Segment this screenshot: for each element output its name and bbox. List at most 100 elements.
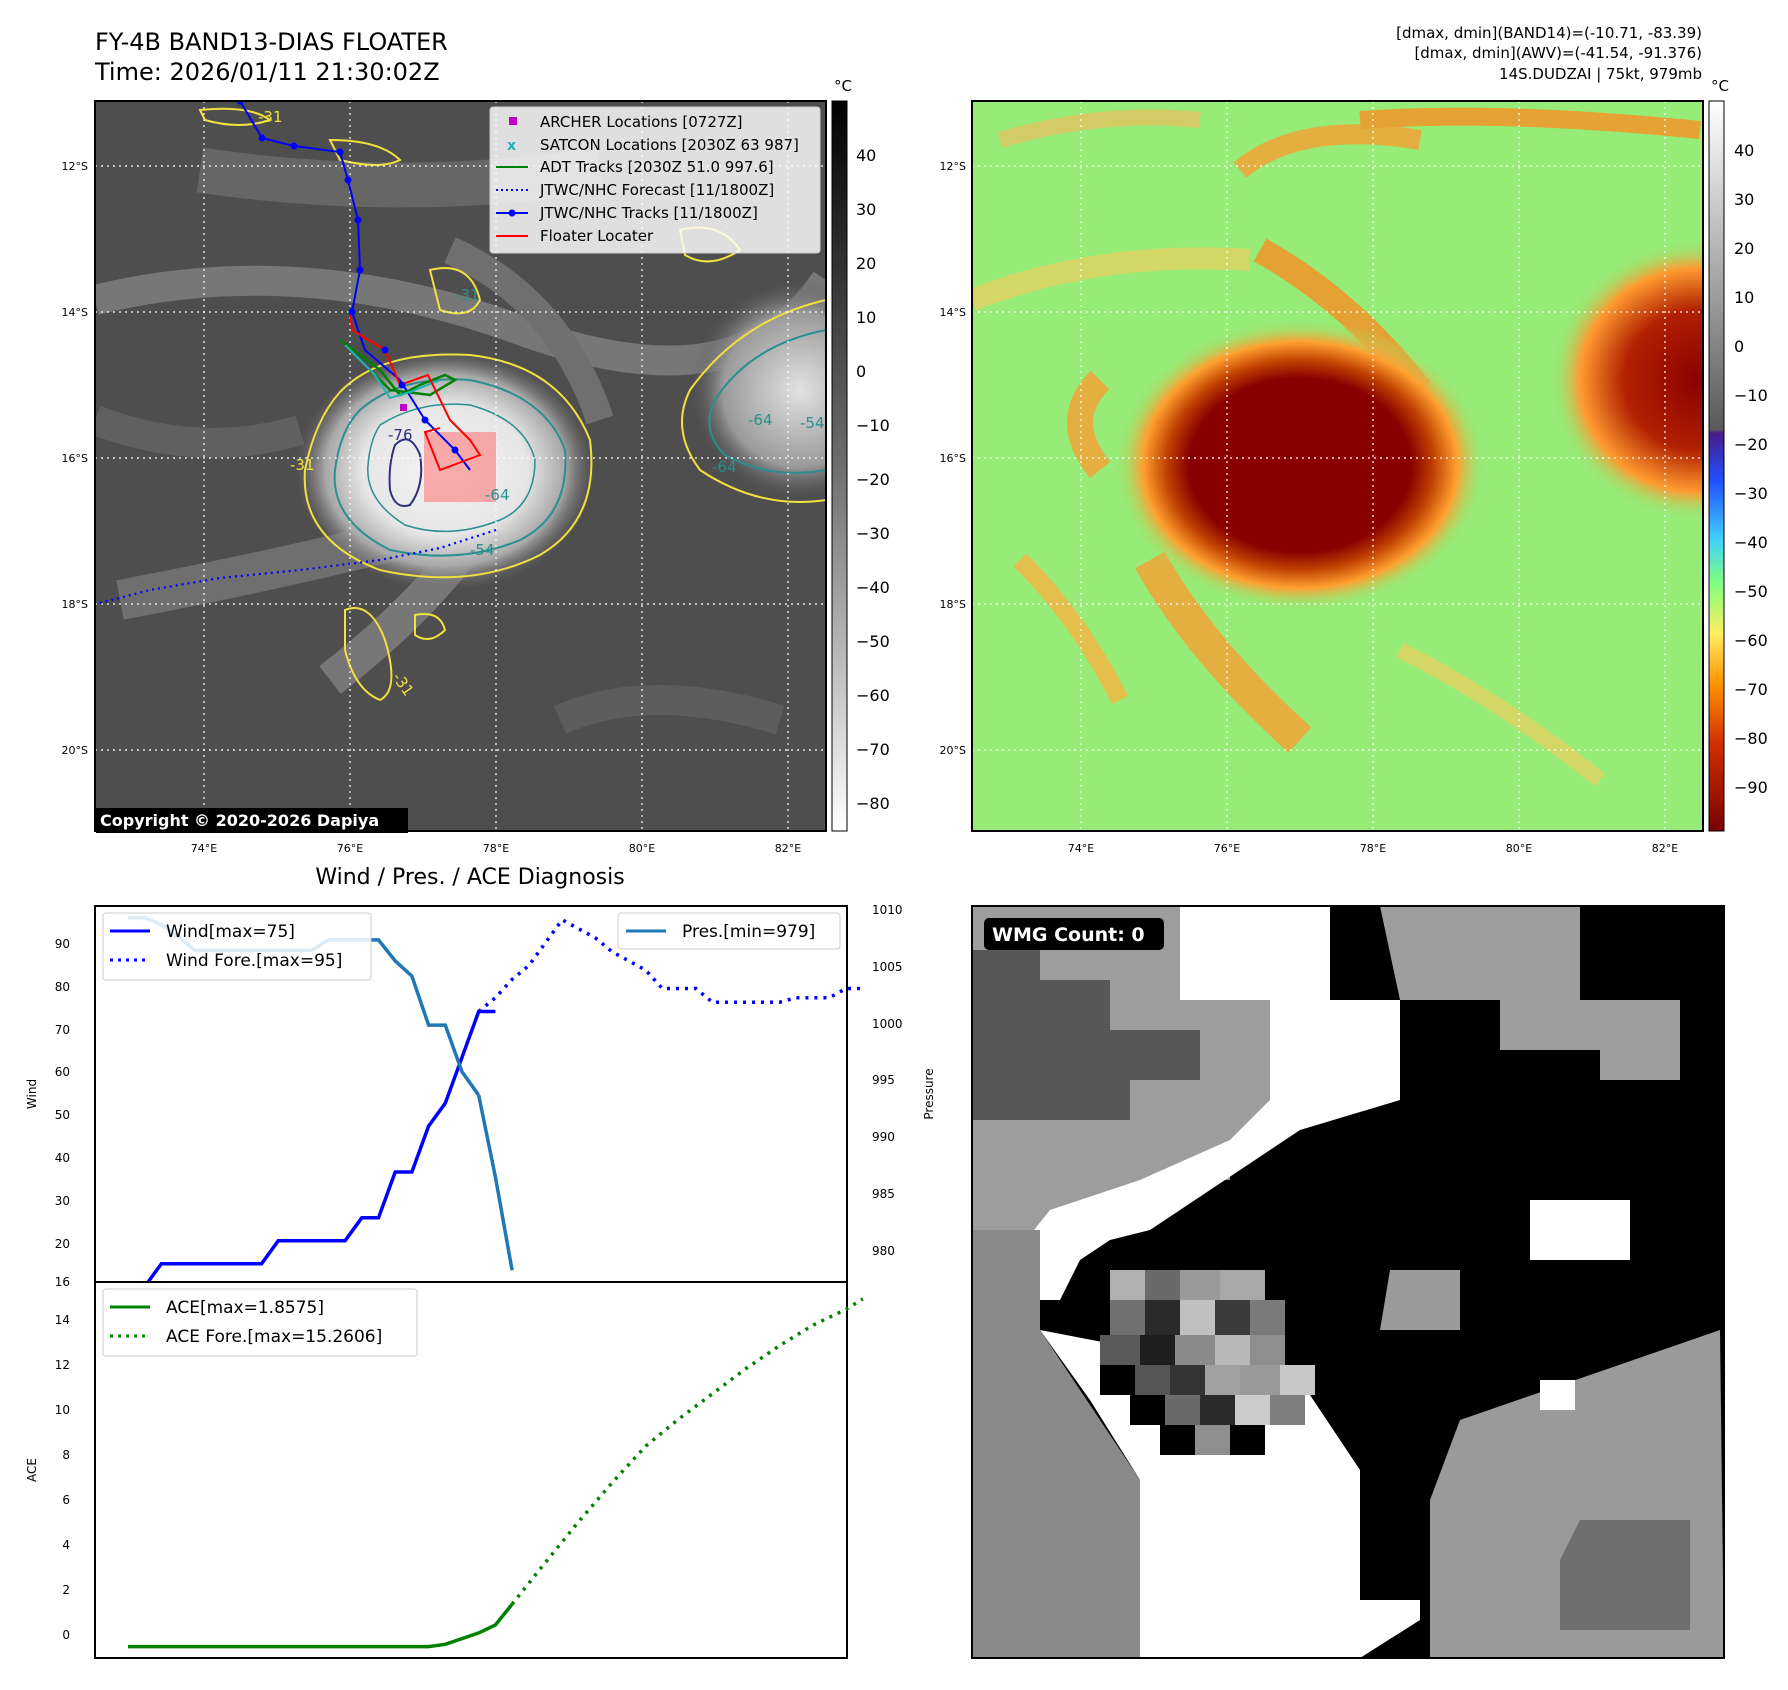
gray-cbar-tick: −80 <box>856 794 890 813</box>
archer-location-marker <box>400 404 407 411</box>
lat-tick: 20°S <box>940 744 966 757</box>
color-cbar-tick: 10 <box>1734 288 1754 307</box>
east-cloud-gray <box>690 280 826 500</box>
wmg-pixel <box>1230 1425 1265 1455</box>
gray-colorbar-unit: °C <box>834 77 852 95</box>
copyright-badge <box>96 808 408 833</box>
wmg-frame <box>971 905 1725 1659</box>
gray-cbar-tick: −20 <box>856 470 890 489</box>
satcon-track-line <box>344 344 441 400</box>
ace-yticks: 0 2 4 6 8 10 12 14 <box>55 1313 70 1642</box>
copyright-text: Copyright © 2020-2026 Dapiya <box>100 811 379 830</box>
pressure-ytick: 995 <box>872 1073 895 1087</box>
wmg-light-gray-ne <box>1380 906 1680 1080</box>
wmg-pixel <box>1145 1300 1180 1335</box>
color-colorbar-ticks: 40 30 20 10 0 −10 −20 −30 −40 −50 −60 −7… <box>1734 141 1768 797</box>
contour-label: -31 <box>455 286 480 304</box>
pressure-ytick: 980 <box>872 1244 895 1258</box>
wind-ylabel: Wind <box>25 1079 39 1109</box>
color-cbar-tick: −10 <box>1734 386 1768 405</box>
wind-legend: Wind[max=75] Wind Fore.[max=95] <box>102 912 372 981</box>
pressure-line-tail <box>476 1094 514 1271</box>
gray-cbar-tick: 0 <box>856 362 866 381</box>
wmg-dark-gray-nw <box>972 950 1200 1120</box>
wmg-core-pixels <box>1080 1270 1315 1455</box>
gray-cbar-tick: 20 <box>856 254 876 273</box>
wmg-blocks <box>972 906 1724 1658</box>
contour-label: -31 <box>290 456 315 474</box>
gray-cbar-tick: −30 <box>856 524 890 543</box>
wmg-pixel <box>1175 1335 1215 1365</box>
contour-label: -31 <box>258 108 283 126</box>
wmg-white-east-small <box>1540 1380 1575 1410</box>
contour-label: -54 <box>800 414 825 432</box>
wmg-pixel <box>1215 1335 1250 1365</box>
legend-ace: ACE[max=1.8575] <box>166 1298 324 1318</box>
wmg-pixel <box>1110 1300 1145 1335</box>
lat-tick: 18°S <box>940 598 966 611</box>
lon-tick: 76°E <box>337 842 363 855</box>
wmg-pixel <box>1110 1270 1145 1300</box>
pressure-ylabel: Pressure <box>922 1068 936 1119</box>
gray-cbar-tick: 30 <box>856 200 876 219</box>
wmg-pixel <box>1100 1365 1135 1395</box>
wmg-pixel <box>1270 1395 1305 1425</box>
map1-lon-ticks: 74°E 76°E 78°E 80°E 82°E <box>191 842 801 855</box>
ir-map-panel: -31 -31 -31 -31 -76 -54 -64 -54 -64 -64 … <box>62 77 890 855</box>
wind-panel: Wind Pressure 20 30 40 50 60 70 80 90 16… <box>25 903 936 1289</box>
lat-tick: 20°S <box>62 744 88 757</box>
lat-tick: 14°S <box>940 306 966 319</box>
wmg-gray-mid <box>1380 1270 1460 1330</box>
wind-legend-box <box>102 912 372 981</box>
wind-ytick: 80 <box>55 980 70 994</box>
archer-legend-marker <box>509 117 517 125</box>
color-cbar-tick: −30 <box>1734 484 1768 503</box>
color-cbar-tick: −20 <box>1734 435 1768 454</box>
wmg-pixel <box>1100 1335 1140 1365</box>
wmg-pixel <box>1135 1365 1170 1395</box>
wmg-pixel <box>1235 1395 1270 1425</box>
legend-floater: Floater Locater <box>540 227 654 245</box>
wmg-pixel <box>1180 1270 1220 1300</box>
info-band14: [dmax, dmin](BAND14)=(-10.71, -83.39) <box>1396 24 1702 42</box>
map2-lon-ticks: 74°E 76°E 78°E 80°E 82°E <box>1068 842 1678 855</box>
wmg-pixel <box>1170 1365 1205 1395</box>
gray-cbar-tick: −10 <box>856 416 890 435</box>
lon-tick: 82°E <box>1652 842 1678 855</box>
legend-wind-fore: Wind Fore.[max=95] <box>166 951 342 971</box>
ace-ytick: 0 <box>62 1628 70 1642</box>
wmg-pixel <box>1240 1365 1280 1395</box>
lat-tick: 12°S <box>62 160 88 173</box>
color-colorbar <box>1708 100 1725 832</box>
color-cbar-tick: 40 <box>1734 141 1754 160</box>
wind-ytick: 20 <box>55 1237 70 1251</box>
jtwc-track-points <box>236 101 459 454</box>
ace-panel: ACE 0 2 4 6 8 10 12 14 ACE[max=1.8575] A… <box>25 1281 864 1659</box>
ace-ytick: 4 <box>62 1538 70 1552</box>
wmg-pixel <box>1145 1270 1180 1300</box>
wmg-white-east <box>1530 1200 1630 1260</box>
wmg-pixel <box>1195 1425 1230 1455</box>
wmg-pixel <box>1215 1300 1250 1335</box>
ace-ytick: 12 <box>55 1358 70 1372</box>
color-cbar-tick: 20 <box>1734 239 1754 258</box>
wmg-dark-gray-se <box>1560 1520 1690 1630</box>
lon-tick: 76°E <box>1214 842 1240 855</box>
ace-ytick: 6 <box>62 1493 70 1507</box>
pressure-ytick: 1000 <box>872 1017 903 1031</box>
gray-cbar-tick: −40 <box>856 578 890 597</box>
lat-tick: 14°S <box>62 306 88 319</box>
contours <box>198 107 826 702</box>
figure-time: Time: 2026/01/11 21:30:02Z <box>94 58 440 86</box>
color-cbar-tick: −40 <box>1734 533 1768 552</box>
color-cbar-tick: 0 <box>1734 337 1744 356</box>
color-cbar-tick: −50 <box>1734 582 1768 601</box>
lon-tick: 74°E <box>191 842 217 855</box>
lat-tick: 16°S <box>940 452 966 465</box>
contour-label: -64 <box>748 411 773 429</box>
legend-satcon: SATCON Locations [2030Z 63 987] <box>540 136 799 154</box>
lon-tick: 80°E <box>629 842 655 855</box>
wmg-pixel <box>1200 1395 1235 1425</box>
ace-ytick: 2 <box>62 1583 70 1597</box>
wind-forecast-line <box>477 917 863 1013</box>
